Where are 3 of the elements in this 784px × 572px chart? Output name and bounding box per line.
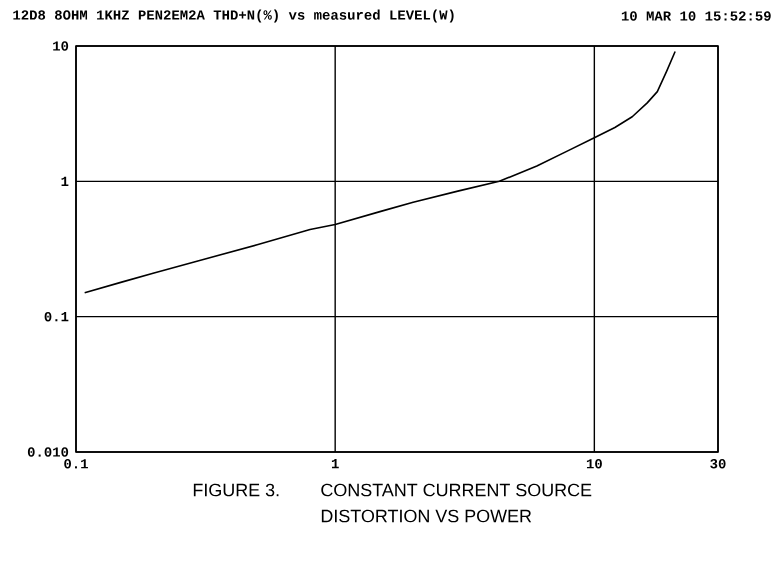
text: DISTORTION VS POWER: [321, 509, 532, 523]
text: CONSTANT CURRENT SOURCE: [321, 483, 592, 497]
caption: FIGURE 3.: [193, 483, 279, 497]
